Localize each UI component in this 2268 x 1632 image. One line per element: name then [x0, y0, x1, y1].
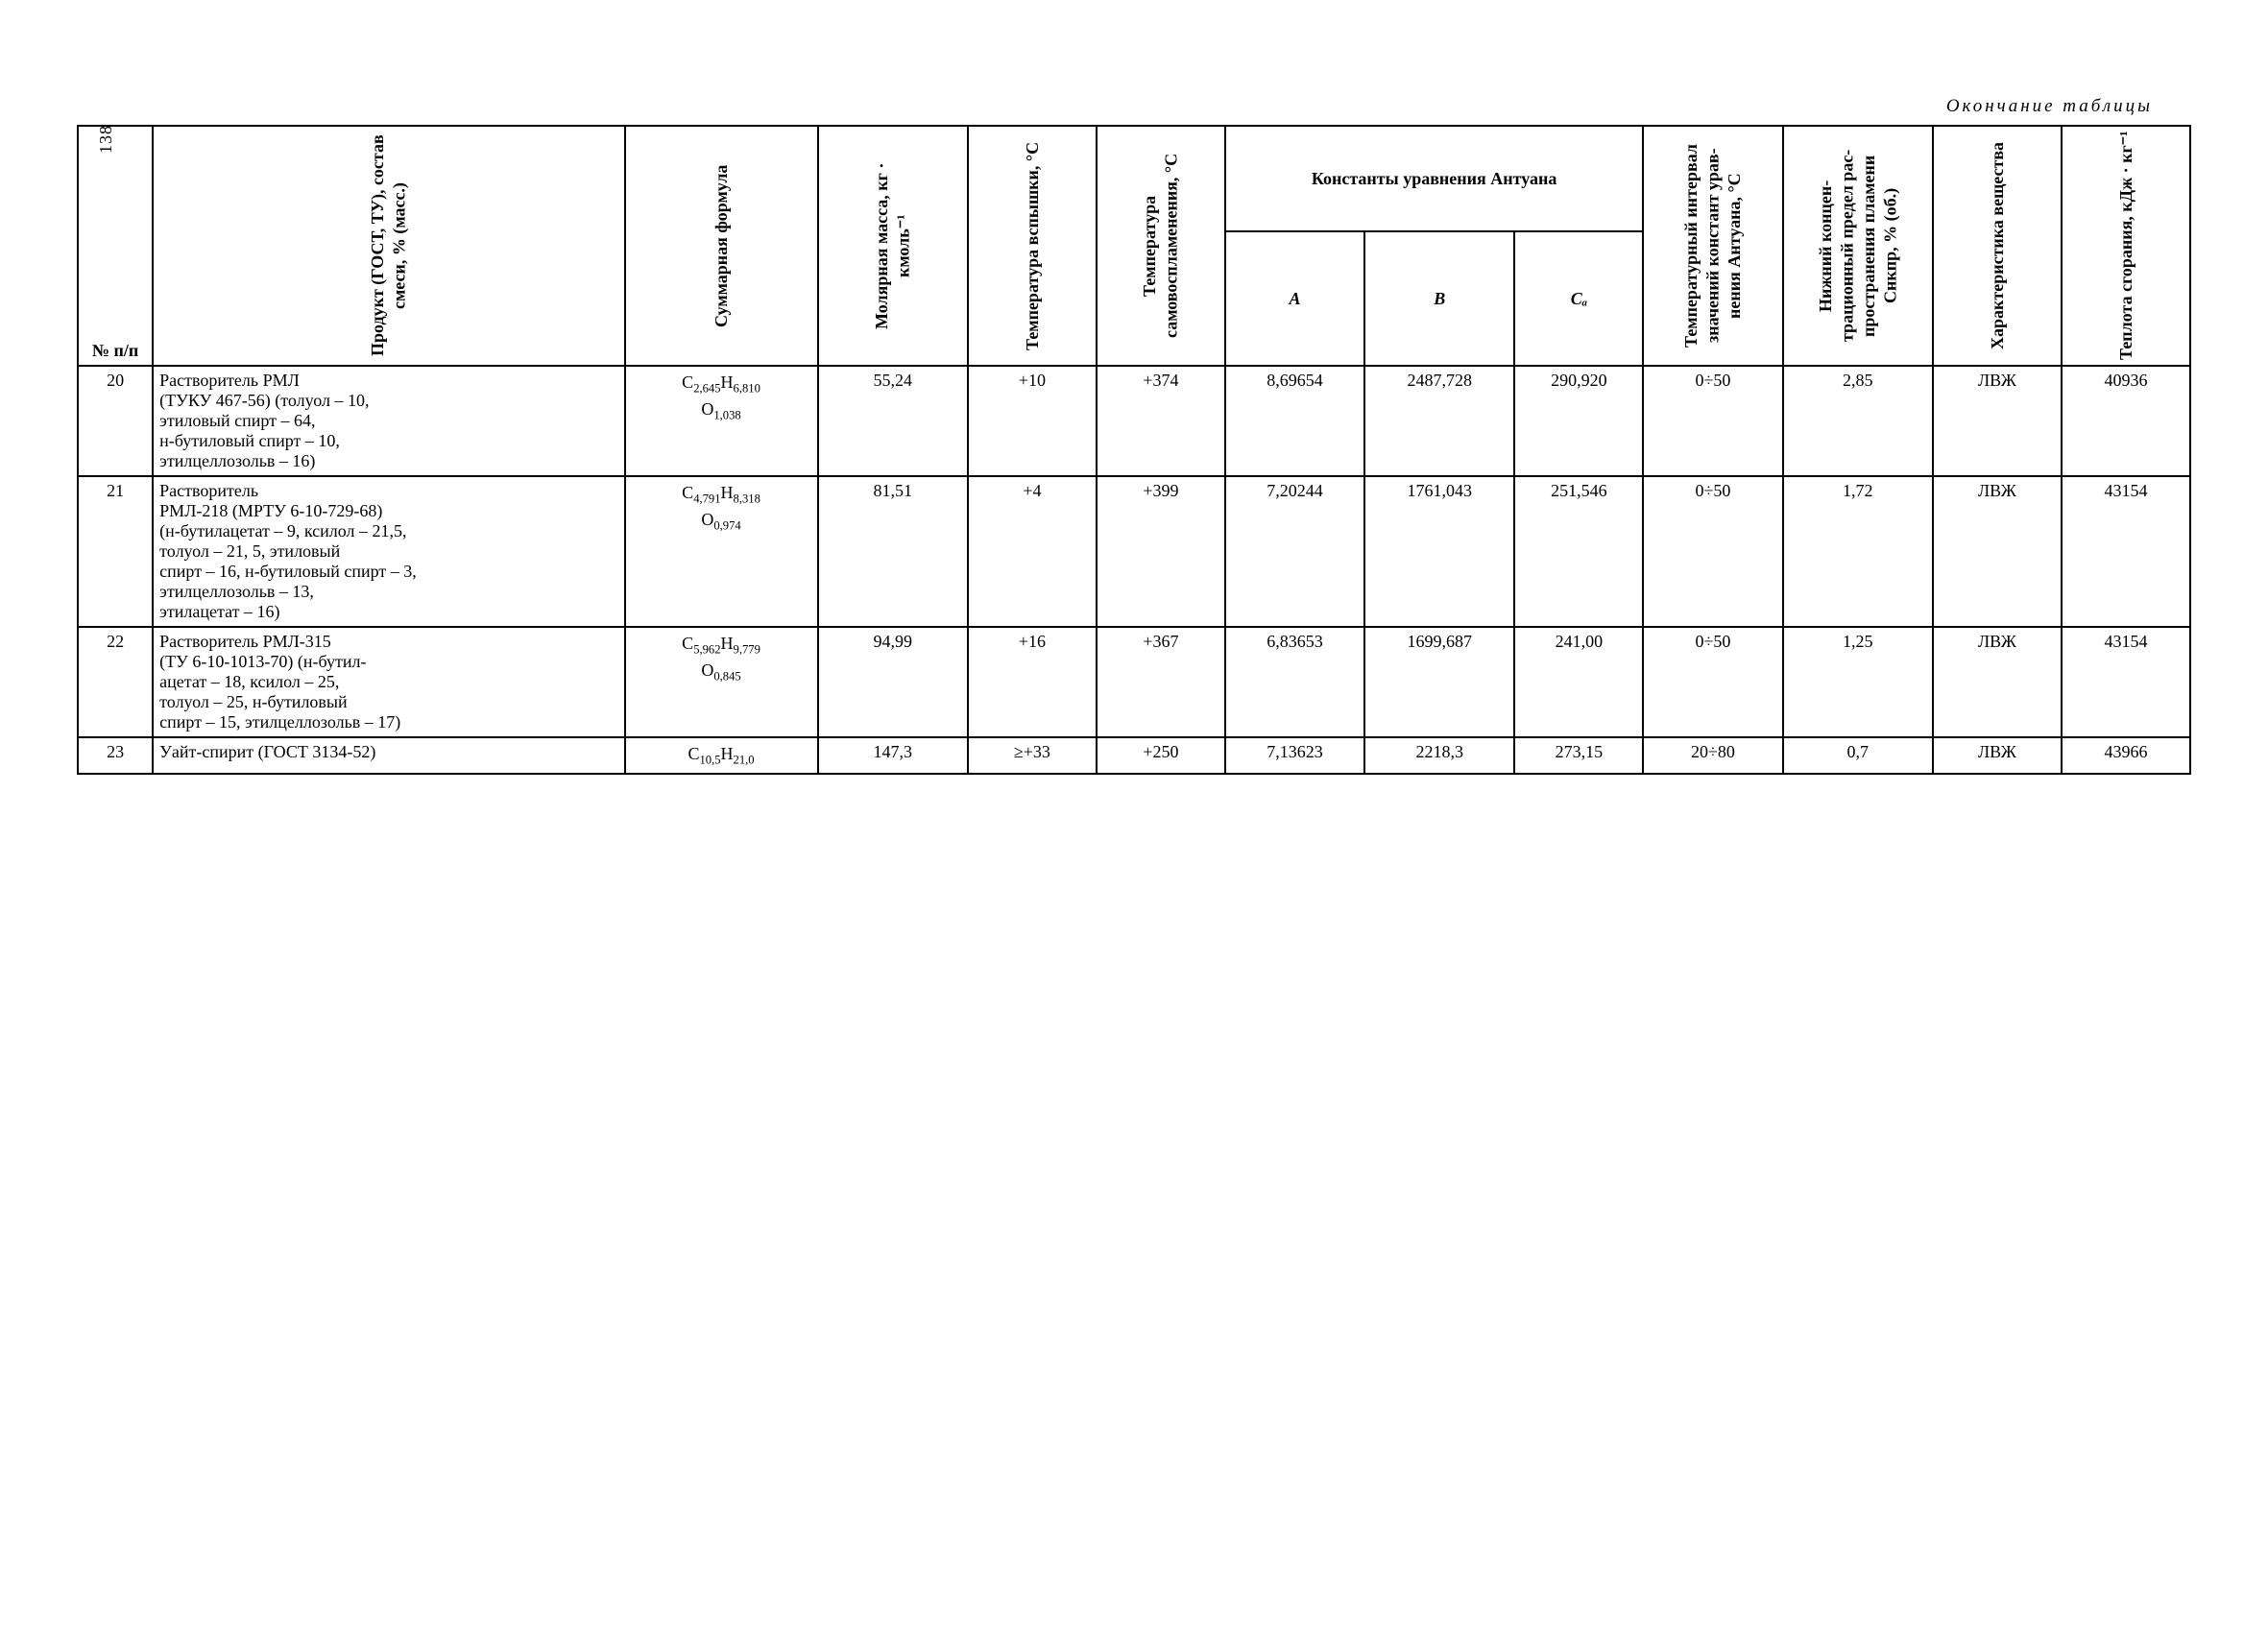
table-row: 20Растворитель РМЛ(ТУКУ 467-56) (толуол …	[78, 366, 2190, 476]
header-product: Продукт (ГОСТ, ТУ), состав смеси, % (мас…	[153, 126, 624, 366]
table-cell: 2,85	[1783, 366, 1933, 476]
table-cell: +367	[1097, 627, 1225, 737]
table-cell: 23	[78, 737, 153, 774]
table-cell: 8,69654	[1225, 366, 1364, 476]
table-cell: +374	[1097, 366, 1225, 476]
table-cell: 273,15	[1514, 737, 1643, 774]
header-temp-interval: Температурный интервал значений констант…	[1643, 126, 1782, 366]
table-cell: +10	[968, 366, 1097, 476]
table-cell: C5,962H9,779O0,845	[625, 627, 818, 737]
table-cell: Растворитель РМЛ-315(ТУ 6-10-1013-70) (н…	[153, 627, 624, 737]
table-body: 20Растворитель РМЛ(ТУКУ 467-56) (толуол …	[78, 366, 2190, 774]
table-cell: ≥+33	[968, 737, 1097, 774]
table-caption: Окончание таблицы	[77, 96, 2153, 117]
table-cell: 94,99	[818, 627, 968, 737]
table-cell: Уайт-спирит (ГОСТ 3134-52)	[153, 737, 624, 774]
table-cell: 43154	[2062, 627, 2190, 737]
table-cell: 2487,728	[1364, 366, 1514, 476]
table-cell: 20	[78, 366, 153, 476]
table-cell: РастворительРМЛ-218 (МРТУ 6-10-729-68)(н…	[153, 476, 624, 627]
table-cell: 2218,3	[1364, 737, 1514, 774]
table-cell: ЛВЖ	[1933, 737, 2062, 774]
table-cell: 81,51	[818, 476, 968, 627]
table-cell: 0÷50	[1643, 366, 1782, 476]
header-antoine-b: B	[1364, 231, 1514, 366]
table-cell: +250	[1097, 737, 1225, 774]
table-cell: 290,920	[1514, 366, 1643, 476]
table-cell: 40936	[2062, 366, 2190, 476]
header-n: № п/п	[78, 126, 153, 366]
table-cell: +16	[968, 627, 1097, 737]
table-cell: 43966	[2062, 737, 2190, 774]
table-cell: 7,20244	[1225, 476, 1364, 627]
table-cell: ЛВЖ	[1933, 627, 2062, 737]
table-cell: 55,24	[818, 366, 968, 476]
table-cell: +4	[968, 476, 1097, 627]
table-cell: 6,83653	[1225, 627, 1364, 737]
header-autoignition-temp: Температура самовоспламенения, °C	[1097, 126, 1225, 366]
header-antoine-a: A	[1225, 231, 1364, 366]
table-cell: ЛВЖ	[1933, 476, 2062, 627]
table-cell: Растворитель РМЛ(ТУКУ 467-56) (толуол – …	[153, 366, 624, 476]
table-cell: 1699,687	[1364, 627, 1514, 737]
data-table: № п/п Продукт (ГОСТ, ТУ), состав смеси, …	[77, 125, 2191, 775]
header-antoine-group: Константы уравнения Антуана	[1225, 126, 1644, 231]
header-heat-combustion: Теплота сгорания, кДж · кг⁻¹	[2062, 126, 2190, 366]
table-row: 22Растворитель РМЛ-315(ТУ 6-10-1013-70) …	[78, 627, 2190, 737]
table-cell: 147,3	[818, 737, 968, 774]
table-cell: C4,791H8,318O0,974	[625, 476, 818, 627]
header-antoine-c: Cₐ	[1514, 231, 1643, 366]
table-cell: 1761,043	[1364, 476, 1514, 627]
header-formula: Суммарная формула	[625, 126, 818, 366]
table-row: 23Уайт-спирит (ГОСТ 3134-52)C10,5H21,014…	[78, 737, 2190, 774]
table-header: № п/п Продукт (ГОСТ, ТУ), состав смеси, …	[78, 126, 2190, 366]
table-cell: ЛВЖ	[1933, 366, 2062, 476]
table-cell: 1,25	[1783, 627, 1933, 737]
table-cell: 22	[78, 627, 153, 737]
table-cell: C2,645H6,810O1,038	[625, 366, 818, 476]
table-cell: C10,5H21,0	[625, 737, 818, 774]
header-molar-mass: Молярная масса, кг · кмоль⁻¹	[818, 126, 968, 366]
header-characteristic: Характеристика вещества	[1933, 126, 2062, 366]
table-cell: 241,00	[1514, 627, 1643, 737]
table-cell: 0÷50	[1643, 476, 1782, 627]
table-cell: 251,546	[1514, 476, 1643, 627]
header-flash-temp: Температура вспышки, °C	[968, 126, 1097, 366]
table-row: 21РастворительРМЛ-218 (МРТУ 6-10-729-68)…	[78, 476, 2190, 627]
table-cell: +399	[1097, 476, 1225, 627]
table-cell: 7,13623	[1225, 737, 1364, 774]
table-cell: 43154	[2062, 476, 2190, 627]
table-cell: 1,72	[1783, 476, 1933, 627]
table-cell: 0,7	[1783, 737, 1933, 774]
table-cell: 0÷50	[1643, 627, 1782, 737]
header-lfl: Нижний концен- трационный предел рас- пр…	[1783, 126, 1933, 366]
table-cell: 21	[78, 476, 153, 627]
page-number: 138	[96, 125, 116, 154]
table-cell: 20÷80	[1643, 737, 1782, 774]
